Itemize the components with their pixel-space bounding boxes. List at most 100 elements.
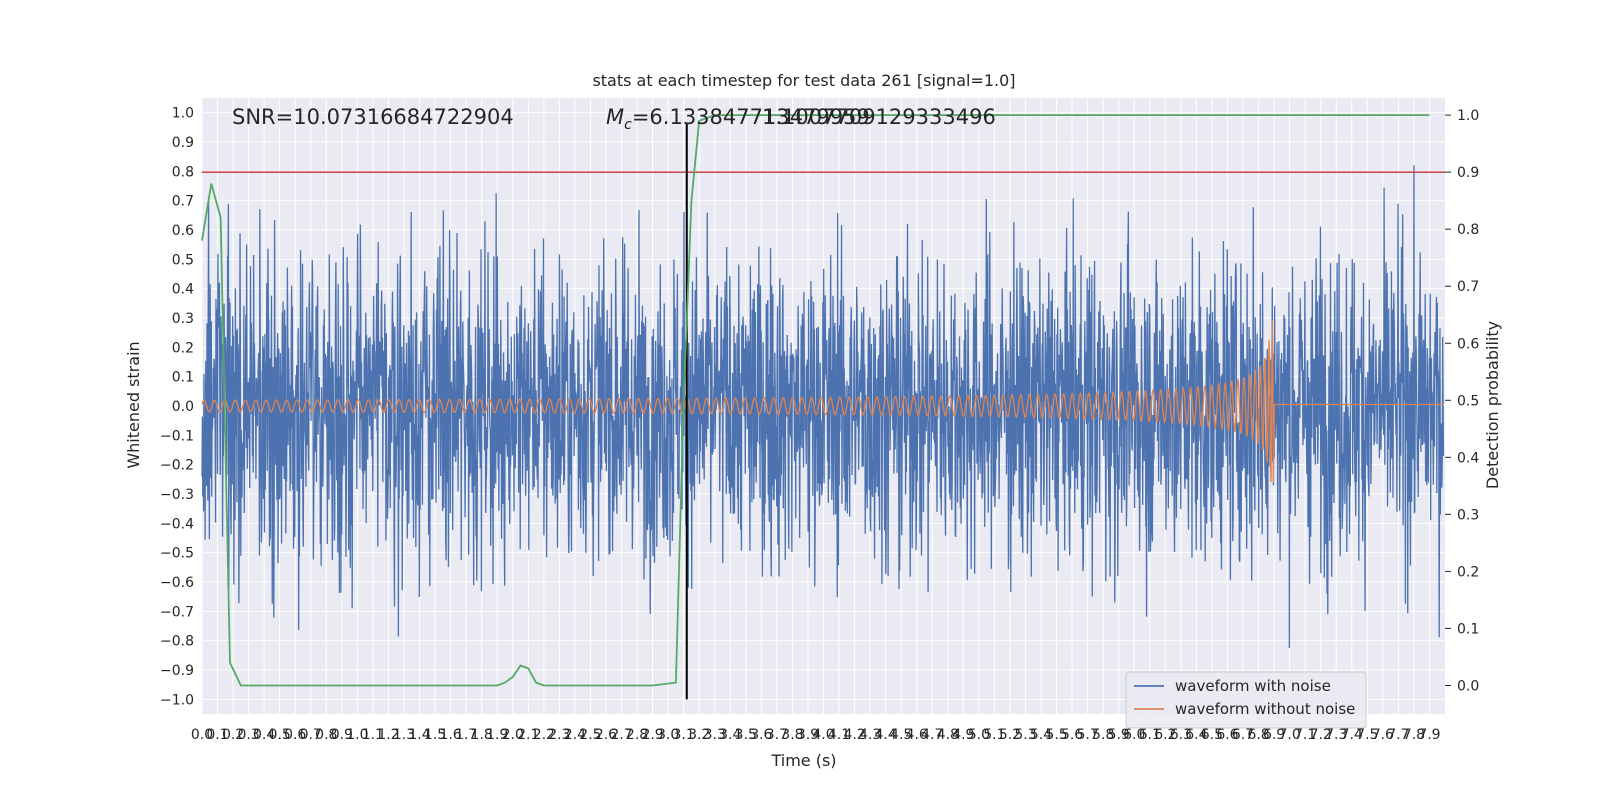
x-tick-label: 5.7 bbox=[1077, 727, 1099, 743]
x-tick-label: 4.9 bbox=[952, 727, 974, 743]
x-tick-label: 0.9 bbox=[331, 727, 353, 743]
x-tick-label: 6.2 bbox=[1154, 727, 1176, 743]
x-tick-label: 0.5 bbox=[269, 727, 291, 743]
x-tick-label: 2.4 bbox=[564, 727, 586, 743]
y-tick-label-left: −0.7 bbox=[160, 604, 194, 620]
x-tick-label: 2.5 bbox=[579, 727, 601, 743]
y-tick-label-right: 0.1 bbox=[1457, 621, 1479, 637]
y-tick-label-right: 0.0 bbox=[1457, 678, 1479, 694]
x-tick-label: 3.9 bbox=[797, 727, 819, 743]
x-tick-label: 6.0 bbox=[1123, 727, 1145, 743]
x-tick-label: 6.4 bbox=[1185, 727, 1207, 743]
y-tick-label-right: 0.4 bbox=[1457, 450, 1479, 466]
y-tick-label-left: −1.0 bbox=[160, 692, 194, 708]
y-tick-label-left: 0.8 bbox=[172, 164, 194, 180]
y-tick-label-left: −0.5 bbox=[160, 546, 194, 562]
x-tick-label: 4.4 bbox=[875, 727, 897, 743]
x-tick-label: 6.5 bbox=[1201, 727, 1223, 743]
x-tick-label: 0.2 bbox=[222, 727, 244, 743]
y-tick-label-right: 0.2 bbox=[1457, 564, 1479, 580]
x-tick-label: 6.3 bbox=[1170, 727, 1192, 743]
y-tick-label-left: −0.3 bbox=[160, 487, 194, 503]
y-tick-label-right: 0.6 bbox=[1457, 336, 1479, 352]
y-tick-label-left: −0.6 bbox=[160, 575, 194, 591]
x-tick-label: 1.9 bbox=[486, 727, 508, 743]
x-tick-label: 4.3 bbox=[859, 727, 881, 743]
x-tick-label: 3.3 bbox=[704, 727, 726, 743]
x-tick-label: 5.0 bbox=[968, 727, 990, 743]
x-tick-label: 5.9 bbox=[1108, 727, 1130, 743]
x-tick-label: 4.0 bbox=[812, 727, 834, 743]
x-tick-label: 0.3 bbox=[237, 727, 259, 743]
y-tick-label-left: −0.2 bbox=[160, 458, 194, 474]
legend: waveform with noise waveform without noi… bbox=[1125, 671, 1367, 729]
series-waveform-without-noise bbox=[201, 320, 1444, 483]
x-tick-label: 1.8 bbox=[471, 727, 493, 743]
x-tick-label: 3.5 bbox=[735, 727, 757, 743]
x-tick-label: 1.1 bbox=[362, 727, 384, 743]
y-tick-label-left: 0.1 bbox=[172, 370, 194, 386]
x-tick-label: 0.0 bbox=[191, 727, 213, 743]
x-tick-label: 5.1 bbox=[983, 727, 1005, 743]
x-tick-label: 5.6 bbox=[1061, 727, 1083, 743]
y-tick-label-left: 0.4 bbox=[172, 282, 194, 298]
y-tick-label-left: −0.1 bbox=[160, 428, 194, 444]
x-tick-label: 5.8 bbox=[1092, 727, 1114, 743]
x-tick-label: 5.3 bbox=[1014, 727, 1036, 743]
x-tick-label: 2.0 bbox=[502, 727, 524, 743]
x-tick-label: 7.6 bbox=[1372, 727, 1394, 743]
x-tick-label: 1.6 bbox=[439, 727, 461, 743]
x-tick-label: 3.6 bbox=[750, 727, 772, 743]
y-tick-label-left: 0.6 bbox=[172, 223, 194, 239]
y-tick-label-right: 0.7 bbox=[1457, 279, 1479, 295]
y-axis-label-left: Whitened strain bbox=[124, 341, 143, 468]
y-tick-label-left: 0.3 bbox=[172, 311, 194, 327]
chirp-mass-value: =6.133847713479959 bbox=[632, 105, 870, 129]
x-tick-label: 6.9 bbox=[1263, 727, 1285, 743]
x-tick-label: 2.1 bbox=[517, 727, 539, 743]
x-tick-label: 4.7 bbox=[921, 727, 943, 743]
y-tick-label-right: 0.9 bbox=[1457, 165, 1479, 181]
x-tick-label: 1.3 bbox=[393, 727, 415, 743]
x-tick-label: 2.6 bbox=[595, 727, 617, 743]
y-tick-label-left: 0.0 bbox=[172, 399, 194, 415]
x-tick-label: 0.8 bbox=[315, 727, 337, 743]
x-tick-label: 0.6 bbox=[284, 727, 306, 743]
y-tick-label-right: 1.0 bbox=[1457, 108, 1479, 124]
x-tick-label: 7.3 bbox=[1325, 727, 1347, 743]
y-tick-label-right: 0.5 bbox=[1457, 393, 1479, 409]
x-tick-label: 6.7 bbox=[1232, 727, 1254, 743]
x-tick-label: 4.1 bbox=[828, 727, 850, 743]
x-tick-label: 7.1 bbox=[1294, 727, 1316, 743]
x-tick-label: 5.5 bbox=[1045, 727, 1067, 743]
chirp-mass-subscript: c bbox=[624, 117, 632, 133]
chart-title: stats at each timestep for test data 261… bbox=[592, 71, 1015, 90]
x-axis-label: Time (s) bbox=[770, 751, 836, 770]
y-tick-label-left: 0.9 bbox=[172, 135, 194, 151]
y-tick-label-right: 0.3 bbox=[1457, 507, 1479, 523]
x-tick-label: 6.6 bbox=[1216, 727, 1238, 743]
x-tick-label: 2.3 bbox=[548, 727, 570, 743]
legend-label-clean: waveform without noise bbox=[1175, 700, 1355, 718]
x-tick-label: 3.1 bbox=[673, 727, 695, 743]
x-tick-label: 1.0 bbox=[346, 727, 368, 743]
series-waveform-with-noise bbox=[201, 165, 1445, 649]
snr-annotation: SNR=10.07316684722904 bbox=[232, 105, 514, 129]
x-tick-label: 3.0 bbox=[657, 727, 679, 743]
x-tick-label: 4.8 bbox=[937, 727, 959, 743]
x-tick-label: 1.7 bbox=[455, 727, 477, 743]
y-axis-label-right: Detection probability bbox=[1483, 321, 1502, 489]
series-detection-probability bbox=[201, 114, 1430, 687]
x-tick-label: 3.4 bbox=[719, 727, 741, 743]
x-tick-label: 2.8 bbox=[626, 727, 648, 743]
x-tick-label: 3.7 bbox=[766, 727, 788, 743]
x-tick-label: 4.6 bbox=[906, 727, 928, 743]
x-tick-label: 6.8 bbox=[1247, 727, 1269, 743]
x-tick-label: 2.2 bbox=[533, 727, 555, 743]
x-tick-label: 4.5 bbox=[890, 727, 912, 743]
x-tick-label: 1.5 bbox=[424, 727, 446, 743]
x-tick-label: 0.4 bbox=[253, 727, 275, 743]
x-tick-label: 7.7 bbox=[1387, 727, 1409, 743]
x-tick-label: 5.4 bbox=[1030, 727, 1052, 743]
